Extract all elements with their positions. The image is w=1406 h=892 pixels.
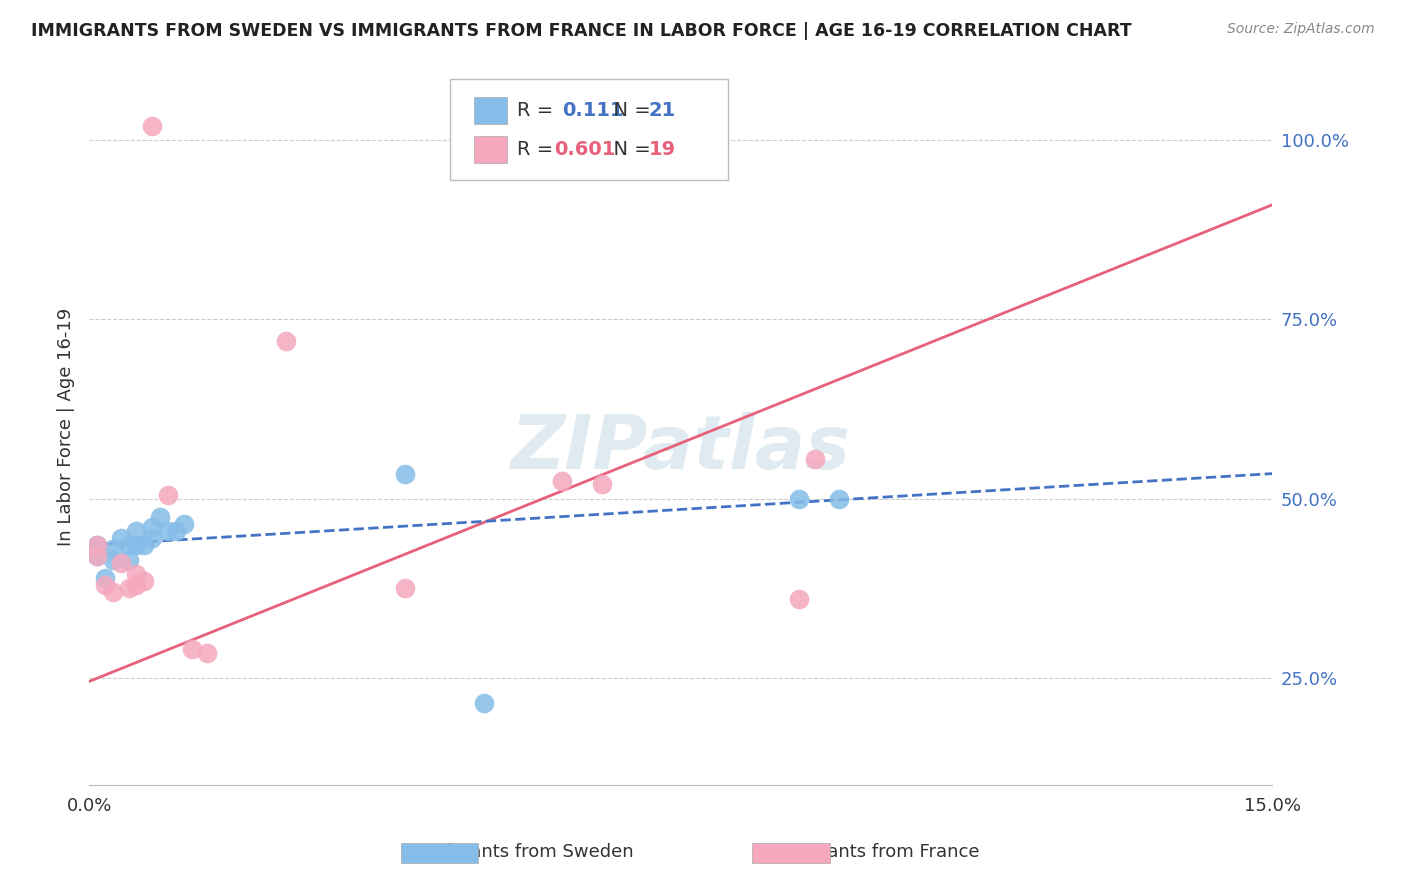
Point xyxy=(276,334,298,348)
Point xyxy=(94,570,117,584)
Point xyxy=(141,119,163,133)
Point xyxy=(180,642,202,657)
Point xyxy=(394,582,416,596)
Point xyxy=(101,552,124,566)
Text: ZIPatlas: ZIPatlas xyxy=(510,412,851,485)
Point xyxy=(787,491,810,506)
Text: IMMIGRANTS FROM SWEDEN VS IMMIGRANTS FROM FRANCE IN LABOR FORCE | AGE 16-19 CORR: IMMIGRANTS FROM SWEDEN VS IMMIGRANTS FRO… xyxy=(31,22,1132,40)
Point xyxy=(134,538,156,552)
Text: 21: 21 xyxy=(648,102,676,120)
Point xyxy=(86,538,108,552)
Point xyxy=(472,696,495,710)
Point xyxy=(173,516,195,531)
Point xyxy=(787,592,810,607)
FancyBboxPatch shape xyxy=(474,136,506,163)
Point xyxy=(117,538,139,552)
FancyBboxPatch shape xyxy=(474,97,506,125)
Point xyxy=(141,520,163,534)
Point xyxy=(117,582,139,596)
Point xyxy=(125,524,148,538)
Text: 0.111: 0.111 xyxy=(562,102,624,120)
Point xyxy=(827,491,849,506)
Point xyxy=(197,646,219,660)
Point xyxy=(110,556,132,570)
Point xyxy=(551,474,574,488)
Point xyxy=(591,477,613,491)
Text: 19: 19 xyxy=(648,140,676,159)
Text: Source: ZipAtlas.com: Source: ZipAtlas.com xyxy=(1227,22,1375,37)
Text: N =: N = xyxy=(602,102,658,120)
Point xyxy=(125,578,148,592)
Point xyxy=(804,452,827,467)
Text: R =: R = xyxy=(517,102,567,120)
Point xyxy=(101,585,124,599)
Point xyxy=(86,549,108,563)
Point xyxy=(125,566,148,581)
Point xyxy=(394,467,416,481)
Text: N =: N = xyxy=(602,140,658,159)
Point xyxy=(156,524,179,538)
Point xyxy=(149,509,172,524)
Text: 0.601: 0.601 xyxy=(554,140,616,159)
Text: Immigrants from Sweden: Immigrants from Sweden xyxy=(406,843,634,861)
Point xyxy=(110,531,132,545)
Point xyxy=(86,538,108,552)
Point xyxy=(125,538,148,552)
Point xyxy=(94,578,117,592)
Point xyxy=(117,552,139,566)
Point xyxy=(101,541,124,556)
Y-axis label: In Labor Force | Age 16-19: In Labor Force | Age 16-19 xyxy=(58,308,75,546)
Point xyxy=(156,488,179,502)
Point xyxy=(165,524,187,538)
FancyBboxPatch shape xyxy=(450,79,728,179)
Point xyxy=(86,549,108,563)
Text: Immigrants from France: Immigrants from France xyxy=(763,843,980,861)
Point xyxy=(134,574,156,588)
Point xyxy=(141,531,163,545)
Text: R =: R = xyxy=(517,140,560,159)
